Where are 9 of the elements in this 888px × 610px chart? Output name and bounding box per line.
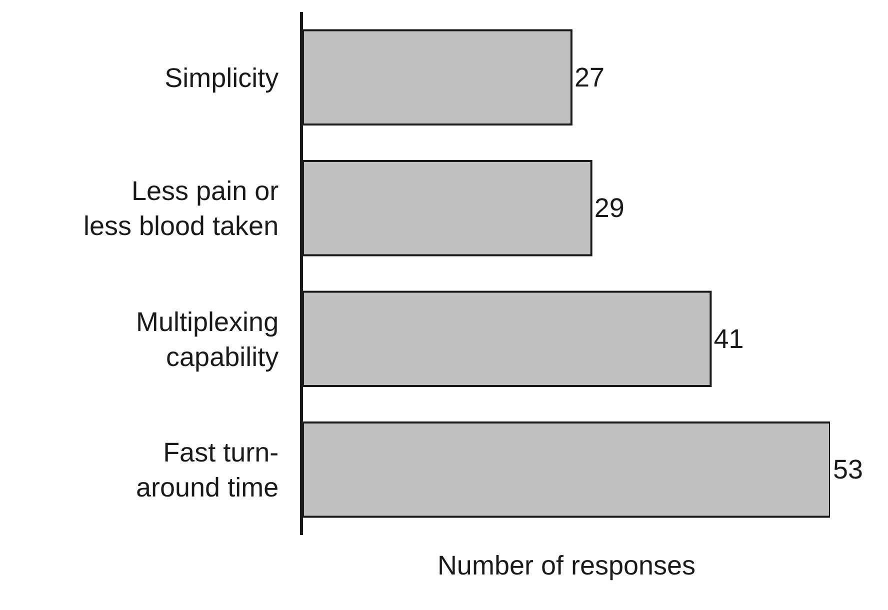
data-label: 29: [594, 193, 624, 224]
data-label: 27: [574, 62, 605, 92]
data-label: 53: [833, 454, 864, 485]
y-tick-label: Simplicity: [164, 62, 280, 93]
data-label: 41: [714, 324, 744, 354]
y-tick-label: Fast turn- around time: [136, 438, 279, 503]
y-tick-label: Less pain or less blood taken: [83, 176, 279, 242]
x-axis-title: Number of responses: [437, 550, 696, 580]
y-tick-label: Multiplexing capability: [136, 306, 280, 372]
